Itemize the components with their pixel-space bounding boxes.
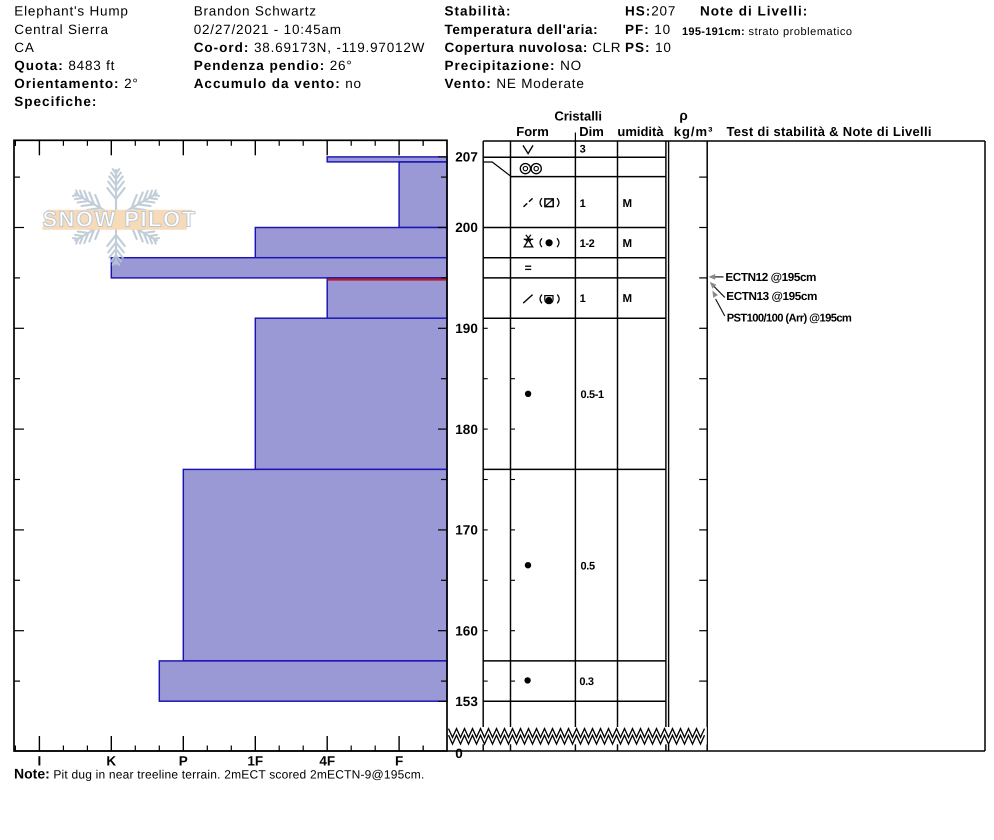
svg-text:umidità: umidità bbox=[617, 124, 664, 139]
svg-text:Note: Pit dug in near treelin: Note: Pit dug in near treeline terrain. … bbox=[14, 766, 425, 782]
svg-text:153: 153 bbox=[455, 694, 478, 709]
svg-text:Stabilità:: Stabilità: bbox=[445, 4, 512, 19]
svg-text:Co-ord: 38.69173N, -119.97012W: Co-ord: 38.69173N, -119.97012W bbox=[194, 40, 426, 55]
svg-text:1F: 1F bbox=[247, 753, 263, 768]
svg-text:190: 190 bbox=[455, 321, 478, 336]
svg-text:180: 180 bbox=[455, 422, 478, 437]
svg-text:CA: CA bbox=[14, 40, 34, 55]
svg-text:kg/m³: kg/m³ bbox=[674, 124, 714, 139]
svg-text:Orientamento: 2°: Orientamento: 2° bbox=[14, 76, 138, 91]
svg-text:M: M bbox=[623, 238, 633, 250]
svg-text:ECTN13 @195cm: ECTN13 @195cm bbox=[726, 290, 817, 303]
svg-text:Specifiche:: Specifiche: bbox=[14, 94, 97, 109]
svg-text:Quota: 8483 ft: Quota: 8483 ft bbox=[14, 58, 115, 73]
svg-text:207: 207 bbox=[455, 150, 478, 165]
svg-text:Central Sierra: Central Sierra bbox=[14, 22, 108, 37]
svg-text:4F: 4F bbox=[319, 753, 335, 768]
svg-text:M: M bbox=[623, 293, 633, 305]
svg-text:Accumulo da vento: no: Accumulo da vento: no bbox=[194, 76, 362, 91]
svg-text:Precipitazione: NO: Precipitazione: NO bbox=[445, 58, 582, 73]
svg-text:Vento: NE Moderate: Vento: NE Moderate bbox=[445, 76, 585, 91]
svg-text:Form: Form bbox=[516, 124, 549, 139]
svg-text:Temperatura dell'aria:: Temperatura dell'aria: bbox=[445, 22, 599, 37]
svg-text:200: 200 bbox=[455, 220, 478, 235]
svg-text:I: I bbox=[38, 753, 42, 768]
svg-text:PST100/100 (Arr) @195cm: PST100/100 (Arr) @195cm bbox=[727, 312, 852, 324]
svg-text:Pendenza pendio: 26°: Pendenza pendio: 26° bbox=[194, 58, 353, 73]
svg-text:0.5: 0.5 bbox=[581, 561, 595, 573]
svg-text:K: K bbox=[106, 753, 116, 768]
svg-text:1-2: 1-2 bbox=[580, 238, 595, 250]
svg-text:0.3: 0.3 bbox=[579, 676, 593, 688]
svg-text:Dim: Dim bbox=[579, 124, 604, 139]
svg-text:ECTN12 @195cm: ECTN12 @195cm bbox=[725, 271, 816, 284]
svg-text:0: 0 bbox=[455, 746, 463, 761]
svg-text:HS:207: HS:207 bbox=[625, 4, 676, 19]
svg-text:02/27/2021 - 10:45am: 02/27/2021 - 10:45am bbox=[194, 22, 342, 37]
svg-text:Note di Livelli:: Note di Livelli: bbox=[700, 4, 808, 19]
svg-text:Copertura nuvolosa: CLR: Copertura nuvolosa: CLR bbox=[445, 40, 622, 55]
svg-text:P: P bbox=[179, 753, 188, 768]
svg-text:1: 1 bbox=[580, 198, 586, 210]
svg-text:PF: 10: PF: 10 bbox=[625, 22, 671, 37]
svg-text:195-191cm: strato problematico: 195-191cm: strato problematico bbox=[682, 26, 853, 38]
svg-text:M: M bbox=[623, 198, 633, 210]
svg-text:SNOW PILOT: SNOW PILOT bbox=[42, 207, 196, 232]
svg-text:3: 3 bbox=[580, 144, 586, 156]
svg-text:Elephant's Hump: Elephant's Hump bbox=[14, 4, 128, 19]
svg-text:F: F bbox=[395, 753, 403, 768]
svg-text:ρ: ρ bbox=[679, 108, 687, 123]
svg-text:0.5-1: 0.5-1 bbox=[581, 389, 605, 401]
svg-text:Test di stabilità & Note di Li: Test di stabilità & Note di Livelli bbox=[727, 124, 932, 139]
svg-text:1: 1 bbox=[580, 293, 586, 305]
svg-text:170: 170 bbox=[455, 523, 478, 538]
svg-text:Brandon Schwartz: Brandon Schwartz bbox=[194, 4, 317, 19]
svg-text:PS: 10: PS: 10 bbox=[625, 40, 672, 55]
svg-text:Cristalli: Cristalli bbox=[554, 109, 602, 124]
svg-text:160: 160 bbox=[455, 623, 478, 638]
